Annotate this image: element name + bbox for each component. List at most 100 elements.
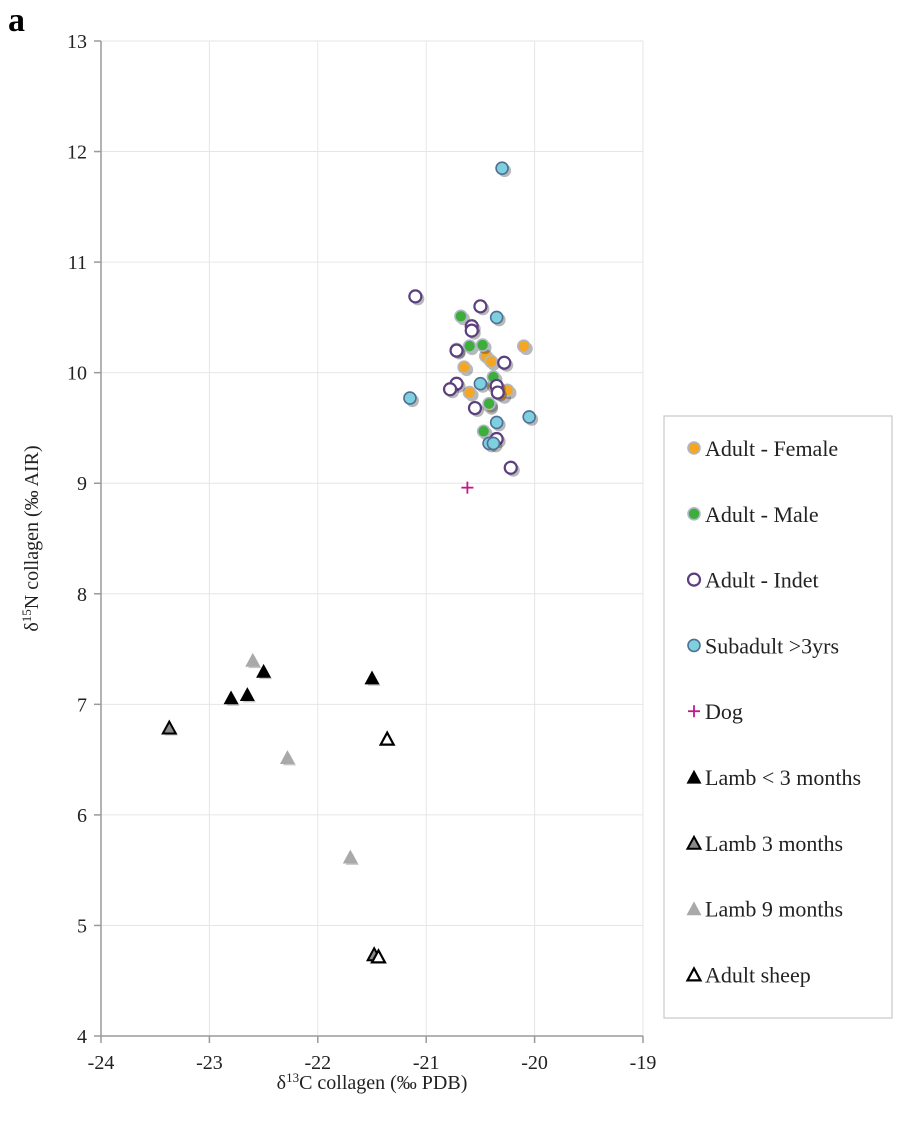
- marker-body: [486, 436, 501, 451]
- marker-body: [685, 966, 703, 982]
- legend-item: Dog: [688, 699, 743, 724]
- marker-triangle: [245, 652, 262, 669]
- marker-circle: [687, 441, 701, 455]
- legend-label: Adult - Indet: [705, 568, 819, 593]
- marker-plus: [688, 705, 700, 718]
- marker-body: [370, 948, 387, 964]
- marker-circle: [462, 385, 479, 402]
- legend-label: Dog: [705, 699, 743, 724]
- marker-circle: [687, 638, 701, 653]
- marker-circle: [489, 310, 506, 327]
- marker-body: [687, 506, 701, 521]
- marker-plus: [461, 481, 474, 494]
- marker-triangle-open: [370, 948, 387, 964]
- marker-body: [497, 355, 512, 370]
- marker-circle-open: [686, 572, 702, 587]
- marker-circle-open: [497, 355, 514, 372]
- legend-item: Lamb < 3 months: [686, 765, 861, 790]
- y-tick-label: 13: [67, 31, 87, 53]
- marker-circle-open: [464, 323, 481, 340]
- panel-label: a: [8, 2, 25, 39]
- marker-circle: [516, 339, 533, 356]
- marker-body: [687, 441, 701, 455]
- legend-label: Lamb 3 months: [705, 831, 843, 856]
- marker-body: [223, 690, 239, 705]
- marker-circle-open: [467, 400, 484, 418]
- marker-body: [489, 415, 504, 430]
- x-tick-label: -24: [88, 1052, 115, 1074]
- y-tick-label: 8: [77, 584, 87, 606]
- marker-circle: [473, 376, 490, 393]
- x-tick-label: -22: [304, 1052, 331, 1074]
- marker-body: [476, 424, 491, 439]
- legend-item: Adult sheep: [685, 962, 811, 987]
- legend-item: Lamb 9 months: [686, 897, 843, 922]
- legend-label: Subadult >3yrs: [705, 633, 839, 658]
- y-tick-label: 11: [68, 252, 87, 274]
- marker-body: [686, 769, 702, 784]
- marker-triangle: [686, 901, 702, 916]
- marker-body: [239, 687, 255, 701]
- x-tick-label: -21: [413, 1052, 440, 1074]
- marker-body: [686, 572, 702, 587]
- marker-body: [482, 396, 496, 411]
- marker-circle-open: [449, 343, 466, 360]
- legend-item: Lamb 3 months: [685, 831, 843, 856]
- marker-circle-open: [408, 289, 425, 306]
- x-tick-label: -20: [521, 1052, 548, 1074]
- legend-item: Subadult >3yrs: [687, 633, 839, 658]
- marker-body: [464, 323, 479, 338]
- marker-circle: [484, 354, 501, 371]
- marker-circle: [403, 391, 419, 408]
- marker-body: [161, 719, 178, 735]
- x-axis-title: δ13C collagen (‰ PDB): [277, 1070, 468, 1095]
- legend-label: Lamb < 3 months: [705, 765, 861, 790]
- marker-circle: [522, 410, 539, 426]
- marker-triangle-open: [685, 966, 703, 982]
- marker-triangle: [223, 690, 240, 706]
- marker-triangle: [239, 687, 256, 703]
- legend-box: [663, 415, 893, 1019]
- marker-circle-open: [473, 299, 490, 316]
- legend-item: Adult - Male: [687, 502, 819, 527]
- grid-lines: [100, 40, 644, 1037]
- y-tick-label: 9: [77, 473, 87, 495]
- marker-body: [503, 460, 518, 475]
- x-tick-label: -23: [196, 1052, 223, 1074]
- marker-circle: [462, 339, 479, 356]
- marker-body: [462, 339, 477, 353]
- marker-triangle: [342, 849, 359, 865]
- marker-body: [342, 849, 358, 864]
- marker-body: [490, 385, 505, 400]
- marker-body: [473, 299, 488, 314]
- marker-triangle: [686, 769, 702, 784]
- marker-body: [495, 161, 509, 175]
- marker-body: [457, 360, 471, 374]
- marker-body: [245, 652, 261, 667]
- marker-triangle-half: [685, 834, 703, 850]
- axes: 4 5 6 7 8 9 10 11 12 13 -24 -23 -22 -21 -20 -19: [67, 31, 656, 1074]
- marker-body: [516, 339, 531, 353]
- marker-body: [364, 670, 380, 685]
- y-tick-label: 10: [67, 363, 87, 385]
- marker-body: [454, 309, 468, 324]
- marker-body: [256, 663, 272, 678]
- marker-body: [484, 354, 499, 369]
- marker-body: [687, 638, 701, 653]
- marker-circle: [687, 506, 701, 521]
- y-tick-label: 6: [77, 805, 87, 827]
- marker-circle-open: [503, 460, 520, 477]
- legend-label: Lamb 9 months: [705, 897, 843, 922]
- legend-item: Adult - Female: [687, 436, 838, 461]
- marker-body: [467, 400, 483, 416]
- marker-body: [686, 901, 702, 916]
- marker-body: [378, 730, 396, 746]
- marker-circle-open: [442, 382, 460, 399]
- marker-circle: [482, 396, 499, 413]
- marker-body: [475, 338, 490, 352]
- marker-body: [279, 750, 295, 765]
- marker-circle: [495, 161, 512, 178]
- marker-circle: [486, 436, 503, 453]
- y-tick-label: 4: [77, 1026, 87, 1048]
- x-tick-label: -19: [630, 1052, 657, 1074]
